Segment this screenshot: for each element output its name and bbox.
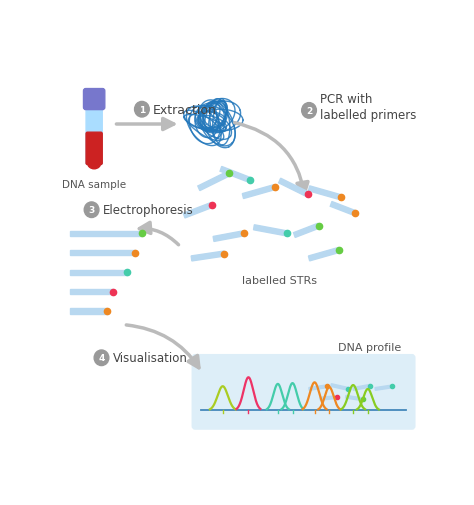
FancyArrow shape bbox=[320, 396, 337, 400]
Text: PCR with
labelled primers: PCR with labelled primers bbox=[320, 93, 417, 122]
FancyArrow shape bbox=[293, 224, 319, 238]
Circle shape bbox=[94, 350, 109, 366]
FancyArrow shape bbox=[183, 203, 212, 219]
Text: 1: 1 bbox=[139, 106, 145, 115]
FancyArrow shape bbox=[213, 231, 245, 242]
Circle shape bbox=[135, 102, 149, 118]
FancyBboxPatch shape bbox=[86, 133, 102, 165]
FancyArrow shape bbox=[330, 202, 356, 216]
FancyArrow shape bbox=[254, 225, 287, 236]
FancyArrow shape bbox=[220, 167, 251, 183]
Circle shape bbox=[84, 203, 99, 218]
FancyArrow shape bbox=[353, 385, 371, 390]
Text: 3: 3 bbox=[89, 206, 95, 215]
FancyArrow shape bbox=[309, 385, 328, 390]
Text: Electrophoresis: Electrophoresis bbox=[102, 204, 193, 217]
FancyArrow shape bbox=[309, 248, 340, 262]
Text: 2: 2 bbox=[306, 107, 312, 116]
FancyArrow shape bbox=[309, 186, 342, 200]
FancyArrow shape bbox=[70, 231, 142, 236]
Text: Visualisation: Visualisation bbox=[112, 351, 187, 365]
FancyArrow shape bbox=[346, 395, 363, 401]
Circle shape bbox=[301, 104, 316, 119]
FancyArrow shape bbox=[242, 185, 275, 199]
FancyArrow shape bbox=[198, 172, 230, 191]
FancyArrow shape bbox=[70, 309, 107, 314]
FancyArrow shape bbox=[191, 251, 225, 262]
FancyBboxPatch shape bbox=[192, 355, 415, 429]
FancyArrow shape bbox=[70, 250, 135, 256]
Text: Extraction: Extraction bbox=[153, 104, 217, 117]
FancyBboxPatch shape bbox=[86, 105, 102, 165]
Text: DNA sample: DNA sample bbox=[62, 179, 126, 189]
Text: DNA profile: DNA profile bbox=[338, 342, 401, 352]
Text: 4: 4 bbox=[98, 354, 105, 363]
Text: labelled STRs: labelled STRs bbox=[242, 275, 317, 285]
Ellipse shape bbox=[88, 158, 101, 170]
FancyArrow shape bbox=[331, 384, 348, 390]
FancyArrow shape bbox=[375, 385, 392, 390]
FancyArrow shape bbox=[70, 270, 127, 275]
FancyArrow shape bbox=[70, 289, 112, 294]
FancyBboxPatch shape bbox=[83, 89, 105, 111]
FancyArrow shape bbox=[279, 179, 309, 197]
